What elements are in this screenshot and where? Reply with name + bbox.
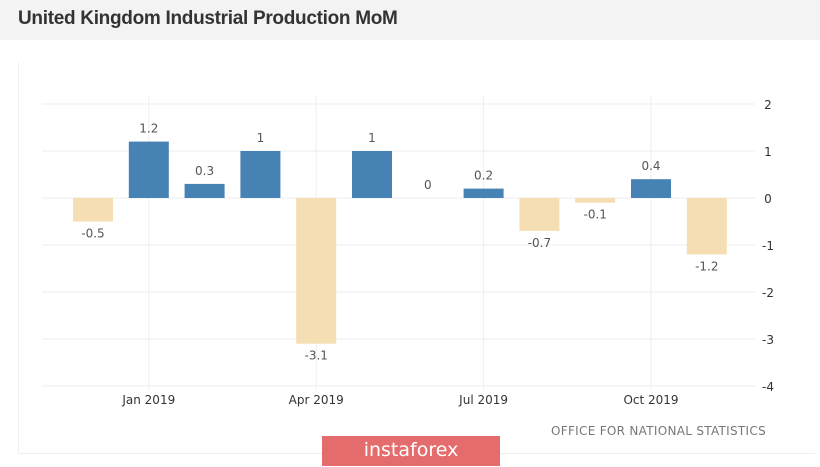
x-tick-label: Jan 2019 — [121, 393, 175, 407]
bar — [352, 151, 392, 198]
header-bar: United Kingdom Industrial Production MoM — [0, 0, 820, 40]
source-label: OFFICE FOR NATIONAL STATISTICS — [551, 424, 766, 438]
x-tick-label: Oct 2019 — [623, 393, 678, 407]
page-title: United Kingdom Industrial Production MoM — [18, 8, 398, 29]
bar — [184, 183, 225, 198]
instaforex-logo: instaforex — [322, 436, 500, 466]
data-label: 1 — [257, 131, 265, 145]
y-tick-label: 1 — [764, 145, 772, 159]
data-label: 0 — [424, 178, 432, 192]
x-tick-label: Apr 2019 — [289, 393, 344, 407]
data-label: -1.2 — [695, 259, 718, 273]
data-label: 0.4 — [641, 159, 660, 173]
y-tick-label: 0 — [764, 192, 772, 206]
data-label: 0.2 — [474, 169, 493, 183]
bar — [128, 141, 169, 198]
data-label: -0.1 — [583, 208, 606, 222]
bar — [73, 198, 113, 222]
bar — [240, 151, 281, 198]
x-tick-label: Jul 2019 — [458, 393, 508, 407]
y-tick-label: -2 — [762, 286, 774, 300]
y-tick-label: -4 — [762, 380, 774, 394]
bar — [575, 198, 616, 203]
bar — [631, 179, 671, 198]
y-tick-label: -3 — [762, 333, 774, 347]
data-label: -0.7 — [528, 236, 551, 250]
data-label: 1 — [368, 131, 376, 145]
data-label: 0.3 — [195, 164, 214, 178]
bar — [686, 198, 727, 255]
y-tick-label: 2 — [764, 98, 772, 112]
bar — [463, 188, 504, 198]
bar — [519, 198, 560, 231]
y-tick-label: -1 — [762, 239, 774, 253]
bar — [296, 198, 337, 344]
data-label: 1.2 — [139, 122, 158, 136]
data-label: -3.1 — [304, 349, 327, 363]
data-label: -0.5 — [81, 227, 104, 241]
